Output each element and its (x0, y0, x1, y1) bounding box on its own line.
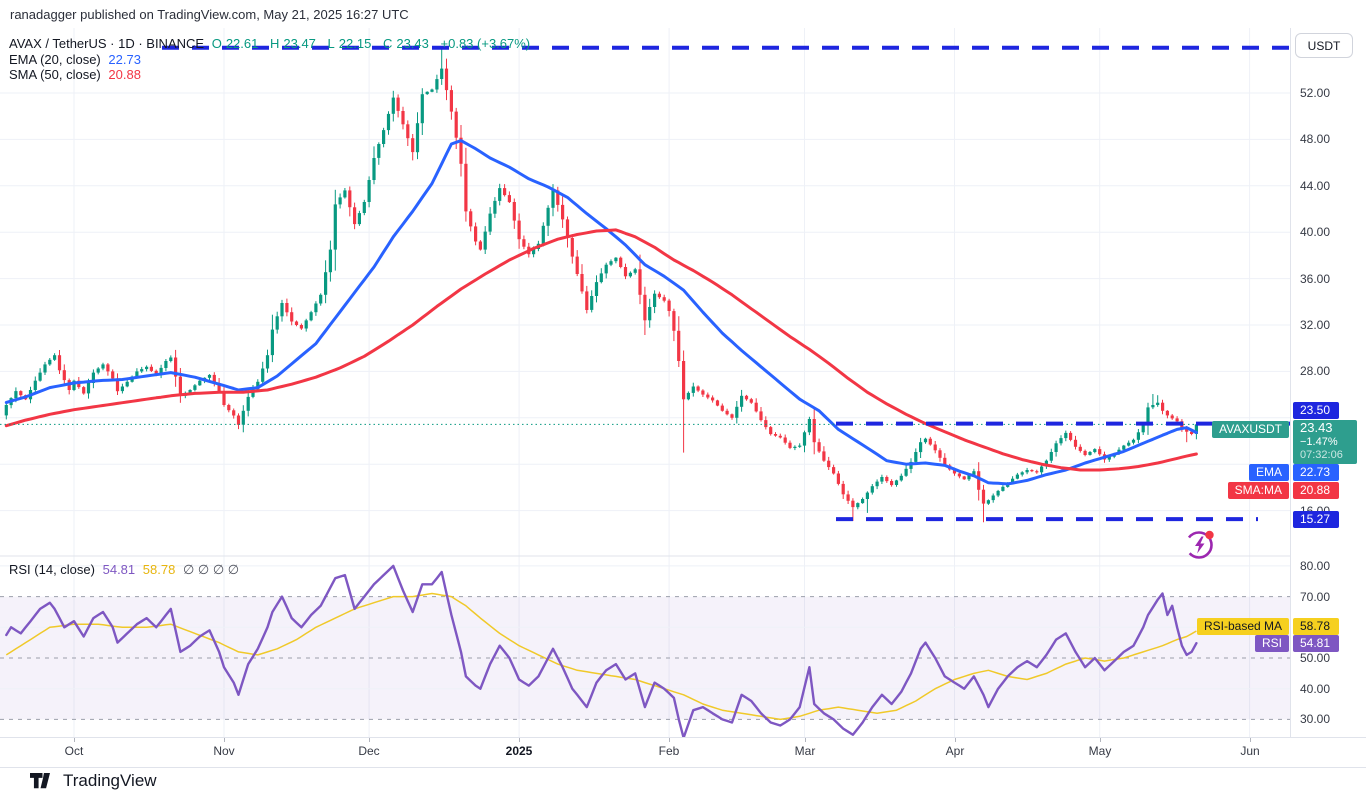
month-label-nov[interactable]: Nov (213, 744, 235, 758)
sma-value-badge: 20.88 (1293, 481, 1339, 499)
month-label-mar[interactable]: Mar (794, 744, 816, 758)
open-label: O (211, 36, 222, 51)
last-price-badge: 23.43 −1.47% 07:32:06 (1293, 420, 1357, 464)
month-tick (1100, 738, 1101, 742)
price-tick-label: 32.00 (1300, 318, 1331, 332)
upper-level-badge: 23.50 (1293, 402, 1339, 419)
month-tick (805, 738, 806, 742)
last-price-change: −1.47% (1300, 436, 1338, 448)
attribution-text: ranadagger published on TradingView.com,… (10, 7, 409, 22)
tradingview-logo-text: TradingView (63, 771, 157, 790)
sma-legend-row[interactable]: SMA (50, close) 20.88 (9, 67, 145, 82)
footer: TradingView (0, 766, 1366, 801)
month-label-dec[interactable]: Dec (358, 744, 380, 758)
month-label-feb[interactable]: Feb (658, 744, 680, 758)
month-label-jun[interactable]: Jun (1240, 744, 1260, 758)
time-axis[interactable]: Oct Nov Dec 2025 Feb Mar Apr May Jun (0, 737, 1366, 768)
price-tick-label: 40.00 (1300, 225, 1331, 239)
currency-toggle-button[interactable]: USDT (1295, 33, 1353, 58)
low-label: L (327, 36, 335, 51)
notification-dot (1205, 530, 1214, 540)
month-tick (519, 738, 520, 742)
month-label-may[interactable]: May (1088, 744, 1112, 758)
ema-value: 22.73 (108, 52, 141, 67)
month-tick (669, 738, 670, 742)
rsi-tick-label: 70.00 (1300, 590, 1331, 604)
month-tick (955, 738, 956, 742)
rsi-ma-value-badge: 58.78 (1293, 618, 1339, 635)
price-tick-label: 48.00 (1300, 132, 1331, 146)
price-tick-label: 52.00 (1300, 86, 1331, 100)
rsi-label: RSI (14, close) (9, 562, 95, 577)
flash-ideas-icon[interactable] (1183, 527, 1217, 561)
low-value: 22.15 (338, 36, 372, 51)
high-value: 23.47 (283, 36, 316, 51)
symbol-floating-label: AVAXUSDT (1212, 420, 1289, 438)
rsi-empty-slots: ∅ ∅ ∅ ∅ (182, 562, 240, 577)
rsi-ma-value: 58.78 (142, 562, 176, 577)
rsi-value: 54.81 (102, 562, 136, 577)
rsi-tick-label: 30.00 (1300, 712, 1331, 726)
sma-label: SMA (50, close) (9, 67, 101, 82)
rsi-ma-floating-label: RSI-based MA (1196, 618, 1289, 635)
rsi-floating-label: RSI (1254, 635, 1289, 652)
month-label-2025[interactable]: 2025 (505, 744, 533, 758)
lower-level-badge: 15.27 (1293, 511, 1339, 528)
month-tick (224, 738, 225, 742)
month-tick (369, 738, 370, 742)
rsi-legend-row[interactable]: RSI (14, close) 54.81 58.78 ∅ ∅ ∅ ∅ (9, 562, 243, 578)
open-value: 22.61 (225, 36, 259, 51)
rsi-tick-label: 40.00 (1300, 682, 1331, 696)
lightning-bolt-icon (1195, 536, 1205, 554)
tradingview-logo[interactable]: TradingView (30, 771, 157, 791)
close-value: 23.43 (396, 36, 429, 51)
bar-countdown: 07:32:06 (1300, 449, 1343, 461)
ema-legend-row[interactable]: EMA (20, close) 22.73 (9, 52, 145, 67)
month-label-oct[interactable]: Oct (64, 744, 84, 758)
flash-circle (1185, 531, 1213, 559)
high-label: H (269, 36, 280, 51)
symbol-title: AVAX / TetherUS · 1D · BINANCE (9, 36, 205, 51)
sma-value: 20.88 (108, 67, 141, 82)
price-axis[interactable]: 52.0048.0044.0040.0036.0032.0028.0016.00… (1290, 28, 1366, 766)
close-label: C (382, 36, 393, 51)
month-tick (74, 738, 75, 742)
rsi-tick-label: 80.00 (1300, 559, 1331, 573)
month-tick (1250, 738, 1251, 742)
price-tick-label: 28.00 (1300, 364, 1331, 378)
ema-value-badge: 22.73 (1293, 464, 1339, 481)
rsi-tick-label: 50.00 (1300, 651, 1331, 665)
ema-floating-label: EMA (1248, 464, 1289, 481)
last-price-value: 23.43 (1300, 420, 1333, 435)
price-tick-label: 44.00 (1300, 179, 1331, 193)
chart-canvas[interactable] (0, 0, 1366, 766)
change-value: +0.83 (+3.67%) (440, 36, 531, 51)
rsi-value-badge: 54.81 (1293, 635, 1339, 652)
sma-floating-label: SMA:MA (1227, 481, 1289, 499)
month-label-apr[interactable]: Apr (945, 744, 965, 758)
price-tick-label: 36.00 (1300, 272, 1331, 286)
ema-label: EMA (20, close) (9, 52, 101, 67)
tradingview-logo-icon (30, 772, 50, 788)
